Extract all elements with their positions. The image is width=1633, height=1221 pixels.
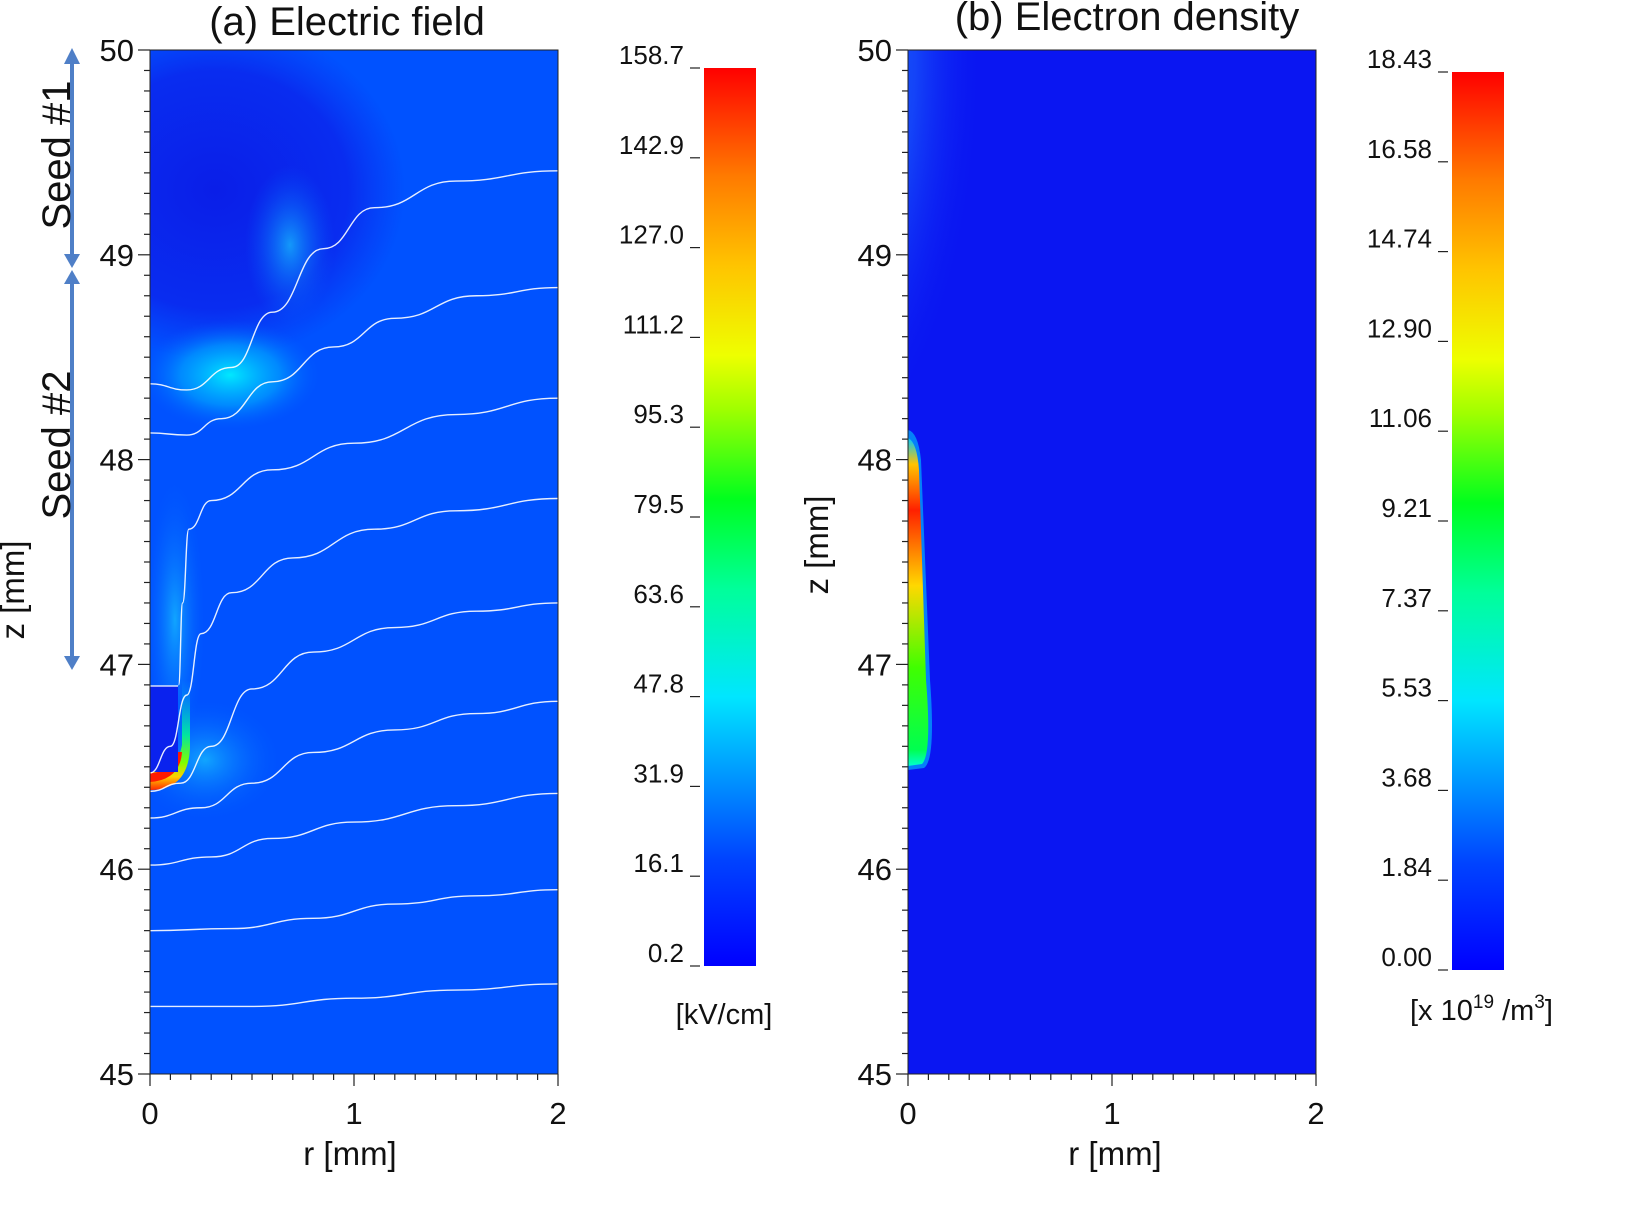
colorbar-a-tick-label: 158.7 (619, 40, 684, 70)
density-heatmap (908, 50, 1316, 1074)
colorbar-a-tick-label: 142.9 (619, 130, 684, 160)
colorbar-a-tick-label: 31.9 (633, 758, 684, 788)
seed-2-arrow-head-bottom (64, 656, 80, 670)
axis-b-y-tick-label: 48 (858, 443, 892, 478)
colorbar-b-tick-label: 3.68 (1381, 762, 1432, 792)
colorbar-a-tick-label: 95.3 (633, 399, 684, 429)
colorbar-b-tick-label: 11.06 (1369, 403, 1432, 433)
field-heatmap (150, 50, 558, 1074)
colorbar-b-tick-label: 1.84 (1381, 852, 1432, 882)
field-upper-glow (245, 165, 335, 325)
equipotential-line-4 (150, 700, 558, 819)
axis-a-x-tick-label: 1 (345, 1096, 362, 1131)
density-filament (908, 438, 929, 766)
title-electron-density: (b) Electron density (955, 0, 1300, 39)
seed-1-arrow-head-bottom (64, 254, 80, 268)
colorbar-unit-b-part1: [x 10 (1410, 995, 1473, 1027)
colorbar-unit-b-end: ] (1545, 995, 1553, 1027)
field-seed-glow (150, 320, 320, 430)
colorbar-a-tick-label: 47.8 (633, 669, 684, 699)
colorbar-unit-b-exp2: 3 (1534, 992, 1545, 1013)
equipotential-lines (150, 170, 558, 1008)
axis-b-x-tick-label: 0 (899, 1096, 916, 1131)
colorbar-b-tick-label: 16.58 (1367, 134, 1432, 164)
colorbar-ticks-b: 0.00 1.84 3.68 5.53 7.37 9.21 11.06 12.90 14.74 1… (1367, 44, 1448, 972)
seed-1-label: Seed #1 (35, 80, 79, 229)
equipotential-line-5 (150, 602, 558, 793)
axis-a-y-tick-label: 45 (100, 1057, 134, 1092)
y-axis-label-b: z [mm] (798, 496, 835, 595)
axis-b-y-tick-label: 49 (858, 238, 892, 273)
colorbar-unit-b: [x 1019 /m3] (1410, 992, 1553, 1027)
axis-b-y-tick-label: 47 (858, 647, 892, 682)
axis-a-y-tick-label: 47 (100, 647, 134, 682)
field-channel-interior (150, 686, 178, 772)
colorbar-a-tick-label: 79.5 (633, 489, 684, 519)
colorbar-unit-b-exp: 19 (1473, 992, 1494, 1013)
axis-a-y-tick-label: 49 (100, 238, 134, 273)
axis-b-y-tick-label: 45 (858, 1057, 892, 1092)
field-head-enhancement (150, 680, 190, 790)
colorbar-b-tick-label: 7.37 (1381, 583, 1432, 613)
axis-a-y-tick-label: 48 (100, 443, 134, 478)
colorbar-b-tick-label: 0.00 (1381, 942, 1432, 972)
seed-1-arrow-head-top (64, 48, 80, 64)
colorbar-unit-b-part2: /m (1494, 995, 1534, 1027)
equipotential-line-6 (150, 497, 558, 774)
axis-b-x-tick-label: 1 (1103, 1096, 1120, 1131)
seed-annotations: Seed #1 Seed #2 (35, 48, 80, 670)
colorbar-a-tick-label: 111.2 (623, 309, 684, 339)
seed-2-arrow-head-top (64, 270, 80, 284)
x-axis-label-b: r [mm] (1068, 1135, 1161, 1172)
axis-a-y-tick-label: 46 (100, 852, 134, 887)
axes-a: 45 46 47 48 49 50 0 1 2 (100, 33, 567, 1131)
field-low-region (150, 50, 405, 360)
axis-a-x-tick-label: 2 (549, 1096, 566, 1131)
colorbar-a-tick-label: 127.0 (619, 220, 684, 250)
colorbar-a (704, 68, 756, 966)
panel-electric-field: (a) Electric field 45 46 47 48 49 50 0 1 2 r [mm… (0, 0, 772, 1172)
equipotential-line-8 (150, 286, 558, 436)
axis-b-x-tick-label: 2 (1307, 1096, 1324, 1131)
y-axis-label-a: z [mm] (0, 541, 31, 640)
equipotential-line-7 (177, 397, 558, 686)
axis-b-y-tick-label: 50 (858, 33, 892, 68)
field-head-peak (150, 752, 182, 782)
colorbar-b-tick-label: 9.21 (1381, 493, 1432, 523)
colorbar-a-tick-label: 0.2 (648, 938, 684, 968)
colorbar-a-tick-label: 16.1 (633, 848, 684, 878)
seed-2-label: Seed #2 (35, 370, 79, 519)
colorbar-b-tick-label: 5.53 (1381, 673, 1432, 703)
equipotential-line-1 (150, 983, 558, 1008)
x-axis-label-a: r [mm] (303, 1135, 396, 1172)
equipotential-line-9 (150, 170, 558, 391)
axis-b-y-tick-label: 46 (858, 852, 892, 887)
colorbar-b (1452, 72, 1504, 970)
title-electric-field: (a) Electric field (209, 0, 485, 44)
density-seed-glow (908, 50, 1003, 380)
colorbar-a-tick-label: 63.6 (633, 579, 684, 609)
colorbar-b-tick-label: 18.43 (1367, 44, 1432, 74)
axis-a-x-tick-label: 0 (141, 1096, 158, 1131)
axis-a-y-tick-label: 50 (100, 33, 134, 68)
colorbar-ticks-a: 0.2 16.1 31.9 47.8 63.6 79.5 95.3 111.2 127.0 142… (619, 40, 700, 968)
axes-b: 45 46 47 48 49 50 0 1 2 (858, 33, 1325, 1131)
equipotential-line-3 (150, 792, 558, 866)
panel-electron-density: (b) Electron density 45 46 47 48 49 50 0 1 2 r [… (798, 0, 1553, 1172)
colorbar-b-tick-label: 12.90 (1367, 313, 1432, 343)
colorbar-unit-a: [kV/cm] (676, 999, 773, 1031)
colorbar-b-tick-label: 14.74 (1367, 224, 1432, 254)
equipotential-line-2 (150, 888, 558, 932)
